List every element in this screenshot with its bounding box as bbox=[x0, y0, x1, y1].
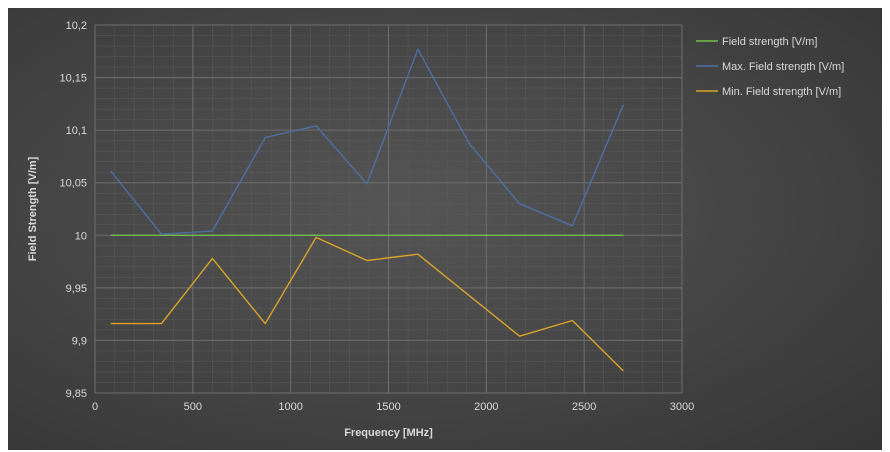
y-tick-label: 9,9 bbox=[72, 335, 87, 347]
x-tick-label: 3000 bbox=[670, 401, 694, 413]
legend-entry-1: Field strength [V/m] bbox=[722, 36, 817, 48]
x-tick-label: 1000 bbox=[278, 401, 302, 413]
legend-entry-3: Min. Field strength [V/m] bbox=[722, 86, 841, 98]
y-tick-label: 10 bbox=[75, 230, 87, 242]
x-axis-title: Frequency [MHz] bbox=[344, 427, 433, 439]
y-tick-label: 10,1 bbox=[66, 125, 87, 137]
x-tick-label: 0 bbox=[92, 401, 98, 413]
series-line-3 bbox=[110, 236, 624, 372]
legend: Field strength [V/m] Max. Field strength … bbox=[696, 36, 844, 98]
y-tick-label: 10,2 bbox=[66, 20, 87, 32]
axes: 0 500 1000 1500 2000 2500 3000 9,85 9,9 9,95 10 10,… bbox=[59, 20, 694, 413]
y-tick-label: 10,05 bbox=[59, 178, 87, 190]
grid bbox=[94, 24, 683, 394]
series-lines bbox=[110, 48, 624, 372]
y-tick-label: 9,95 bbox=[66, 283, 87, 295]
series-line-2 bbox=[110, 48, 624, 235]
line-chart: 0 500 1000 1500 2000 2500 3000 9,85 9,9 9,95 10 10,… bbox=[27, 20, 844, 439]
y-tick-label: 10,15 bbox=[59, 73, 87, 85]
y-tick-label: 9,85 bbox=[66, 388, 87, 400]
x-tick-label: 1500 bbox=[376, 401, 400, 413]
y-axis-title: Field Strength [V/m] bbox=[27, 156, 39, 261]
legend-entry-2: Max. Field strength [V/m] bbox=[722, 61, 844, 73]
x-tick-label: 2000 bbox=[474, 401, 498, 413]
x-tick-label: 2500 bbox=[572, 401, 596, 413]
x-tick-label: 500 bbox=[184, 401, 202, 413]
chart-area: 0 500 1000 1500 2000 2500 3000 9,85 9,9 9,95 10 10,… bbox=[8, 8, 882, 450]
